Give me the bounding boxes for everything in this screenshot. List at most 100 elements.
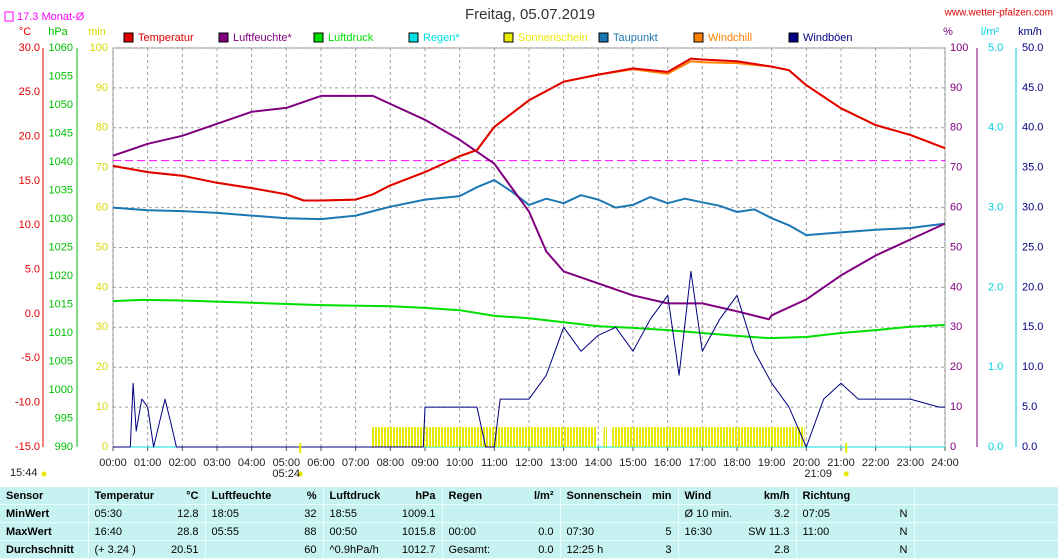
y-tick-label: 40.0	[1022, 122, 1043, 134]
y-tick-label: 60	[950, 202, 962, 214]
table-cell: 07:05 N	[796, 504, 915, 523]
cell-text: 60	[304, 543, 317, 556]
cell-text: 18:55	[329, 507, 358, 520]
y-tick-label: 4.0	[988, 122, 1003, 134]
cell-text: 11:00	[802, 525, 830, 538]
chart: Freitag, 05.07.2019 www.wetter-pfalzen.c…	[4, 6, 1053, 480]
y-tick-label: 40	[950, 281, 962, 293]
legend-swatch	[218, 32, 229, 43]
chart-title: Freitag, 05.07.2019	[465, 6, 595, 23]
y-tick-label: -5.0	[21, 352, 40, 364]
cell-text: 05:55	[211, 525, 240, 538]
y-tick-label: 0.0	[25, 308, 40, 320]
table-cell: 2.8	[678, 540, 797, 559]
y-tick-label: 60	[96, 202, 108, 214]
x-tick-label: 20:00	[793, 457, 821, 469]
legend-swatch	[598, 32, 609, 43]
x-tick-label: 08:00	[377, 457, 405, 469]
series-line	[112, 298, 946, 340]
y-tick-label: 30	[950, 321, 962, 333]
cell-text: 1015.8	[401, 525, 436, 538]
cell-text: %	[306, 489, 317, 502]
y-tick-label: 5.0	[25, 264, 40, 276]
x-tick-label: 24:00	[931, 457, 959, 469]
x-tick-label: 17:00	[689, 457, 717, 469]
y-tick-label: 30	[96, 321, 108, 333]
cell-text: Temperatur	[94, 489, 155, 502]
table-cell: Regen l/m²	[442, 487, 561, 505]
table-cell: 05:55 88	[205, 522, 324, 541]
legend-swatch	[503, 32, 514, 43]
cell-text: Luftdruck	[329, 489, 381, 502]
series-line	[113, 270, 945, 448]
table-cell: Sensor	[0, 487, 89, 505]
cell-text: min	[651, 489, 672, 502]
cell-text: 1012.7	[401, 543, 436, 556]
sunshine-bar	[371, 427, 597, 447]
legend-label: Regen*	[423, 32, 460, 44]
x-tick-label: 02:00	[169, 457, 197, 469]
y-tick-label: 35.0	[1022, 162, 1043, 174]
x-tick-label: 06:00	[307, 457, 335, 469]
y-tick-label: 3.0	[988, 202, 1003, 214]
table-cell: MaxWert	[0, 522, 89, 541]
cell-text: Sensor	[6, 489, 44, 502]
y-tick-label: 15.0	[19, 175, 40, 187]
table-cell: 05:30 12.8	[88, 504, 206, 523]
x-tick-label: 19:00	[758, 457, 786, 469]
cell-text: N	[899, 507, 908, 520]
x-tick-label: 01:00	[134, 457, 162, 469]
avg-icon	[4, 11, 14, 22]
cell-text: 12:25 h	[566, 543, 604, 556]
cell-text: 32	[304, 507, 317, 520]
table-cell	[442, 504, 561, 523]
cell-text: l/m²	[533, 489, 554, 502]
legend-swatch	[313, 32, 324, 43]
x-tick-label: 11:00	[481, 457, 508, 469]
y-tick-label: 30.0	[19, 42, 40, 54]
series-line	[112, 57, 946, 202]
table-cell: ^0.9hPa/h 1012.7	[323, 540, 443, 559]
table-cell: Richtung	[796, 487, 915, 505]
table-cell: 60	[205, 540, 324, 559]
table-cell: 00:00 0.0	[442, 522, 561, 541]
y-tick-label: 15.0	[1022, 321, 1043, 333]
x-tick-label: 12:00	[515, 457, 543, 469]
cell-text: 5	[665, 525, 672, 538]
x-tick-label: 07:00	[342, 457, 370, 469]
y-tick-label: 1035	[49, 184, 73, 196]
cell-text: Regen	[448, 489, 483, 502]
y-tick-label: 1045	[49, 127, 73, 139]
y-tick-label: 1.0	[988, 361, 1003, 373]
y-tick-label: 995	[55, 412, 73, 424]
table-cell: Ø 10 min. 3.2	[678, 504, 797, 523]
current-time: 15:44	[10, 467, 38, 479]
cell-text: 20.51	[170, 543, 199, 556]
y-tick-label: 10	[96, 401, 108, 413]
y-tick-label: 1060	[49, 42, 73, 54]
cell-text: 16:30	[684, 525, 713, 538]
cell-text: 0.0	[538, 525, 554, 538]
table-cell	[914, 540, 1058, 559]
legend-label: Luftfeuchte*	[233, 32, 292, 44]
stats-table: Sensor Temperatur °C Luftfeuchte% Luftdruck h…	[0, 487, 1058, 559]
y-tick-label: 50.0	[1022, 42, 1043, 54]
x-tick-label: 18:00	[723, 457, 751, 469]
series-line	[112, 179, 946, 237]
cell-text: hPa	[415, 489, 436, 502]
y-tick-label: 10.0	[19, 219, 40, 231]
axis-unit: hPa	[48, 26, 68, 38]
cell-text: 07:05	[802, 507, 831, 520]
x-tick-label: 00:00	[99, 457, 127, 469]
y-tick-label: 1055	[49, 70, 73, 82]
table-row: MaxWert 16:40 28.8 05:55 88 00:50 1015.8 00:00 0…	[0, 522, 1058, 541]
cell-text: 2.8	[774, 543, 790, 556]
table-cell: Luftdruck hPa	[323, 487, 443, 505]
y-tick-label: 50	[950, 241, 962, 253]
legend-label: Taupunkt	[613, 32, 658, 44]
table-cell: MinWert	[0, 504, 89, 523]
y-tick-label: 1025	[49, 241, 73, 253]
x-tick-label: 21:00	[827, 457, 855, 469]
table-cell: 11:00 N	[796, 522, 915, 541]
legend-label: Sonnenschein	[518, 32, 588, 44]
